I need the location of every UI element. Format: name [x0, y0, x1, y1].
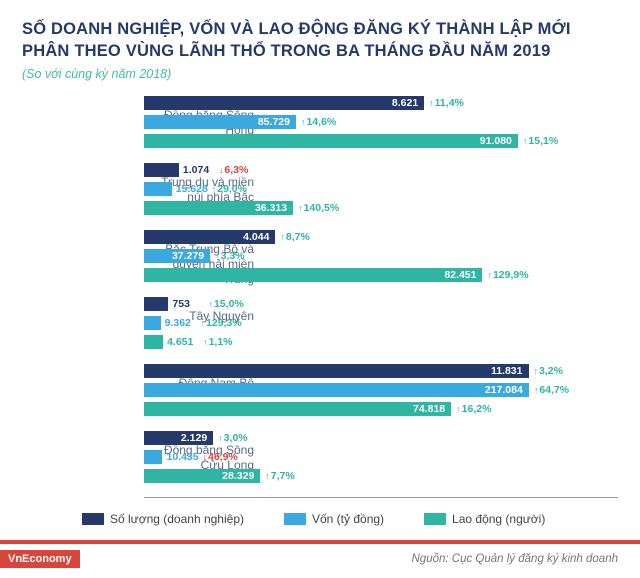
- arrow-up-icon: ↑: [280, 232, 285, 242]
- arrow-up-icon: ↑: [429, 98, 434, 108]
- bar-value: 11.831: [491, 365, 523, 377]
- bar-value: 8.621: [392, 97, 418, 109]
- legend-label: Vốn (tỷ đồng): [312, 512, 384, 526]
- bar: 15.628: [144, 182, 172, 196]
- bar: 1.074: [144, 163, 179, 177]
- legend-item: Lao động (người): [424, 512, 545, 526]
- bar: 217.084: [144, 383, 529, 397]
- delta-label: ↑129,9%: [487, 269, 528, 281]
- bar-row: 217.084 ↑64,7%: [144, 382, 618, 398]
- bar: 36.313: [144, 201, 293, 215]
- bar-chart: Đồng bằng Sông Hồng8.621↑11,4%85.729↑14,…: [22, 95, 618, 487]
- bar: 753: [144, 297, 168, 311]
- legend-label: Số lượng (doanh nghiệp): [110, 512, 244, 526]
- chart-title: SỐ DOANH NGHIỆP, VỐN VÀ LAO ĐỘNG ĐĂNG KÝ…: [22, 18, 618, 63]
- legend-swatch: [424, 513, 446, 525]
- bar-row: 91.080 ↑15,1%: [144, 133, 618, 149]
- bar: 10.435: [144, 450, 162, 464]
- delta-label: ↑64,7%: [534, 384, 569, 396]
- bar-value: 82.451: [444, 269, 476, 281]
- arrow-down-icon: ↓: [219, 165, 224, 175]
- region-group: Đông Nam Bộ11.831↑3,2%217.084↑64,7%74.81…: [144, 363, 618, 420]
- bar-value: 28.329: [222, 470, 254, 482]
- arrow-up-icon: ↑: [203, 337, 208, 347]
- bar-value: 1.074: [183, 164, 209, 176]
- region-label: Tây Nguyên: [144, 309, 260, 324]
- bar: 28.329: [144, 469, 260, 483]
- bar-value: 91.080: [480, 135, 512, 147]
- region-group: Tây Nguyên753↑15,0%9.362↑129,3%4.651↑1,1…: [144, 296, 618, 353]
- bar: 4.651: [144, 335, 163, 349]
- arrow-up-icon: ↑: [298, 203, 303, 213]
- source-text: Nguồn: Cục Quản lý đăng ký kinh doanh: [412, 553, 619, 565]
- bar-value: 10.435: [166, 451, 198, 463]
- bar-value: 74.818: [413, 403, 445, 415]
- bar: 11.831: [144, 364, 529, 378]
- legend: Số lượng (doanh nghiệp) Vốn (tỷ đồng) Lao …: [22, 498, 618, 540]
- delta-label: ↑140,5%: [298, 202, 339, 214]
- arrow-up-icon: ↑: [218, 433, 223, 443]
- bar: 8.621: [144, 96, 424, 110]
- arrow-up-icon: ↑: [265, 471, 270, 481]
- bar: 2.129: [144, 431, 213, 445]
- delta-label: ↑7,7%: [265, 470, 294, 482]
- bar-value: 9.362: [165, 317, 191, 329]
- bar-value: 753: [172, 298, 190, 310]
- bar-row: 36.313 ↑140,5%: [144, 200, 618, 216]
- delta-label: ↑11,4%: [429, 97, 464, 109]
- footer: VnEconomy Nguồn: Cục Quản lý đăng ký kin…: [0, 540, 640, 578]
- bar: 91.080: [144, 134, 518, 148]
- bar: 74.818: [144, 402, 451, 416]
- delta-label: ↑14,6%: [301, 116, 336, 128]
- region-group: Đồng bằng Sông Hồng8.621↑11,4%85.729↑14,…: [144, 95, 618, 152]
- region-group: Bắc Trung Bộ và duyên hải miền Trung4.04…: [144, 229, 618, 286]
- bar: 85.729: [144, 115, 296, 129]
- arrow-up-icon: ↑: [208, 299, 213, 309]
- delta-label: ↑15,1%: [523, 135, 558, 147]
- delta-label: ↑3,2%: [534, 365, 563, 377]
- bar-row: 11.831 ↑3,2%: [144, 363, 618, 379]
- delta-label: ↑8,7%: [280, 231, 309, 243]
- bar: 82.451: [144, 268, 482, 282]
- bar-row: 28.329 ↑7,7%: [144, 468, 618, 484]
- delta-label: ↑16,2%: [456, 403, 491, 415]
- chart-subtitle: (So với cùng kỳ năm 2018): [22, 67, 618, 81]
- arrow-up-icon: ↑: [456, 404, 461, 414]
- arrow-up-icon: ↑: [301, 117, 306, 127]
- region-group: Trung du và miền núi phía Bắc1.074↓6,3%1…: [144, 162, 618, 219]
- bar-row: 8.621 ↑11,4%: [144, 95, 618, 111]
- arrow-up-icon: ↑: [534, 366, 539, 376]
- bar: 37.279: [144, 249, 210, 263]
- bar-row: 82.451 ↑129,9%: [144, 267, 618, 283]
- legend-label: Lao động (người): [452, 512, 545, 526]
- bar-row: 4.044 ↑8,7%: [144, 229, 618, 245]
- bar-row: 74.818 ↑16,2%: [144, 401, 618, 417]
- region-group: Đồng bằng Sông Cửu Long2.129↑3,0%10.435↓…: [144, 430, 618, 487]
- brand-badge: VnEconomy: [0, 550, 80, 568]
- bar-value: 4.651: [167, 336, 193, 348]
- arrow-up-icon: ↑: [487, 270, 492, 280]
- legend-item: Số lượng (doanh nghiệp): [82, 512, 244, 526]
- arrow-up-icon: ↑: [523, 136, 528, 146]
- bar-value: 36.313: [255, 202, 287, 214]
- bar: 4.044: [144, 230, 275, 244]
- legend-item: Vốn (tỷ đồng): [284, 512, 384, 526]
- arrow-up-icon: ↑: [534, 385, 539, 395]
- bar-value: 4.044: [243, 231, 269, 243]
- bar-value: 15.628: [176, 183, 208, 195]
- bar-value: 2.129: [181, 432, 207, 444]
- bar-value: 37.279: [172, 250, 204, 262]
- bar-value: 217.084: [485, 384, 523, 396]
- delta-label: ↑1,1%: [203, 336, 232, 348]
- bar-row: 85.729 ↑14,6%: [144, 114, 618, 130]
- legend-swatch: [82, 513, 104, 525]
- bar: 9.362: [144, 316, 161, 330]
- bar-value: 85.729: [258, 116, 290, 128]
- legend-swatch: [284, 513, 306, 525]
- bar-row: 4.651 ↑1,1%: [144, 334, 618, 350]
